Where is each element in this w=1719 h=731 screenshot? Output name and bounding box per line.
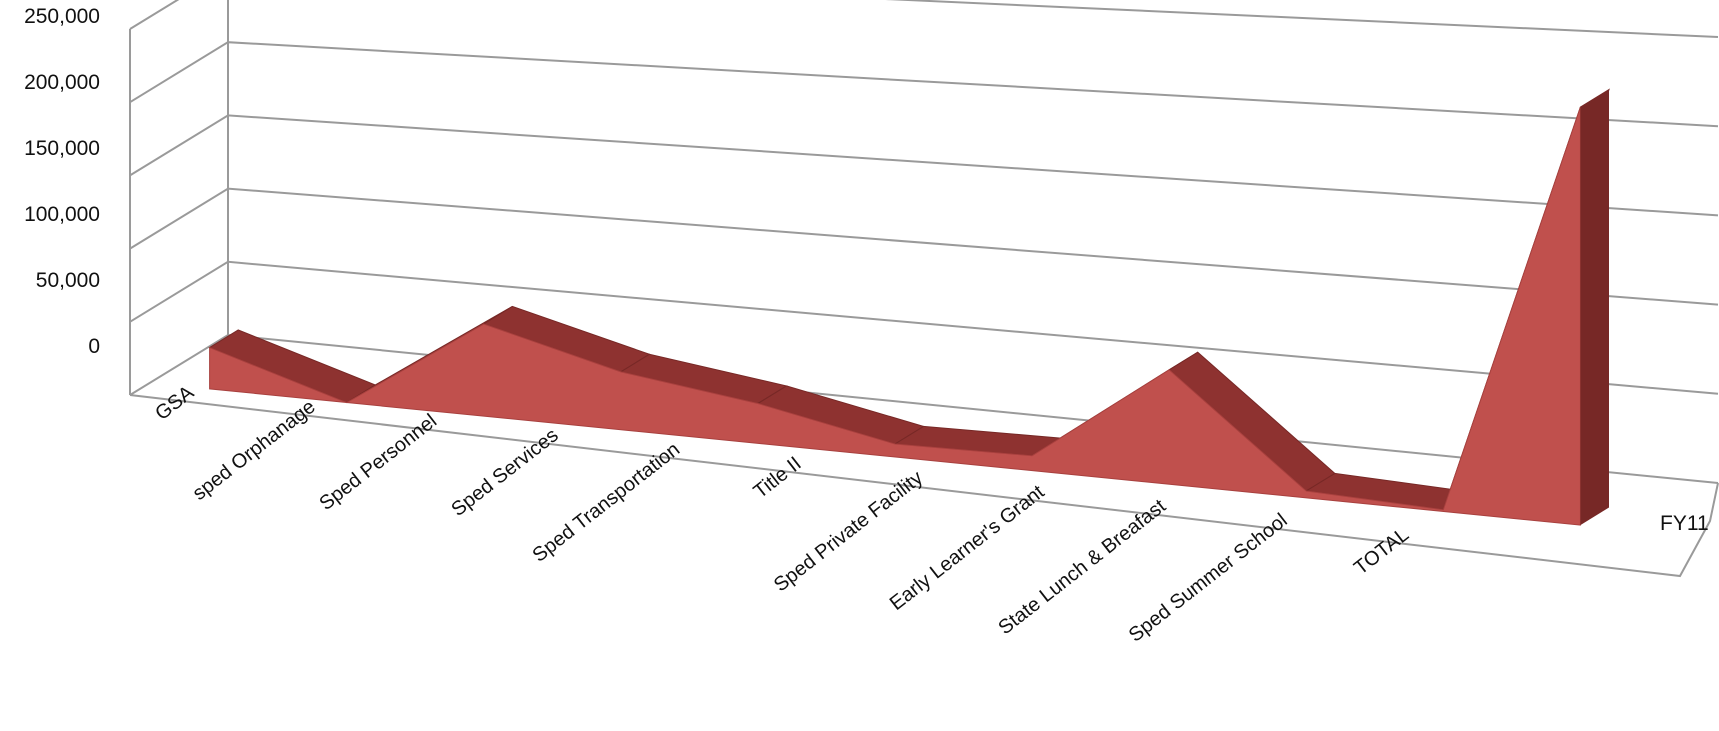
area-right-side [1580, 89, 1609, 526]
area-front-face [209, 106, 1581, 526]
y-tick-label: 100,000 [24, 203, 100, 226]
y-axis-ticks: 250,000 200,000 150,000 100,000 50,000 0 [24, 5, 100, 358]
gridline-5 [129, 0, 1719, 38]
gridline-1 [129, 260, 1719, 395]
x-category-label: Title II [750, 453, 806, 503]
x-category-label: Sped Private Facility [770, 467, 927, 597]
floor-edge [129, 394, 1719, 578]
x-category-label: Sped Transportation [529, 438, 684, 566]
x-category-label: Sped Summer School [1125, 509, 1292, 646]
x-category-label: Early Learner's Grant [886, 481, 1049, 615]
gridline-4 [129, 41, 1719, 128]
y-tick-label: 250,000 [24, 5, 100, 28]
series-fy11-area [208, 88, 1610, 526]
y-tick-label: 50,000 [36, 269, 100, 292]
x-category-label: Sped Personnel [315, 410, 441, 515]
y-tick-label: 200,000 [24, 71, 100, 94]
gridlines [129, 0, 1719, 578]
x-category-label: GSA [151, 381, 198, 425]
series-depth-label: FY11 [1660, 512, 1709, 535]
y-tick-label: 150,000 [24, 137, 100, 160]
x-category-label: sped Orphanage [189, 396, 320, 505]
gridline-2 [129, 187, 1719, 306]
x-category-label: TOTAL [1350, 524, 1413, 580]
y-tick-label: 0 [88, 335, 100, 358]
